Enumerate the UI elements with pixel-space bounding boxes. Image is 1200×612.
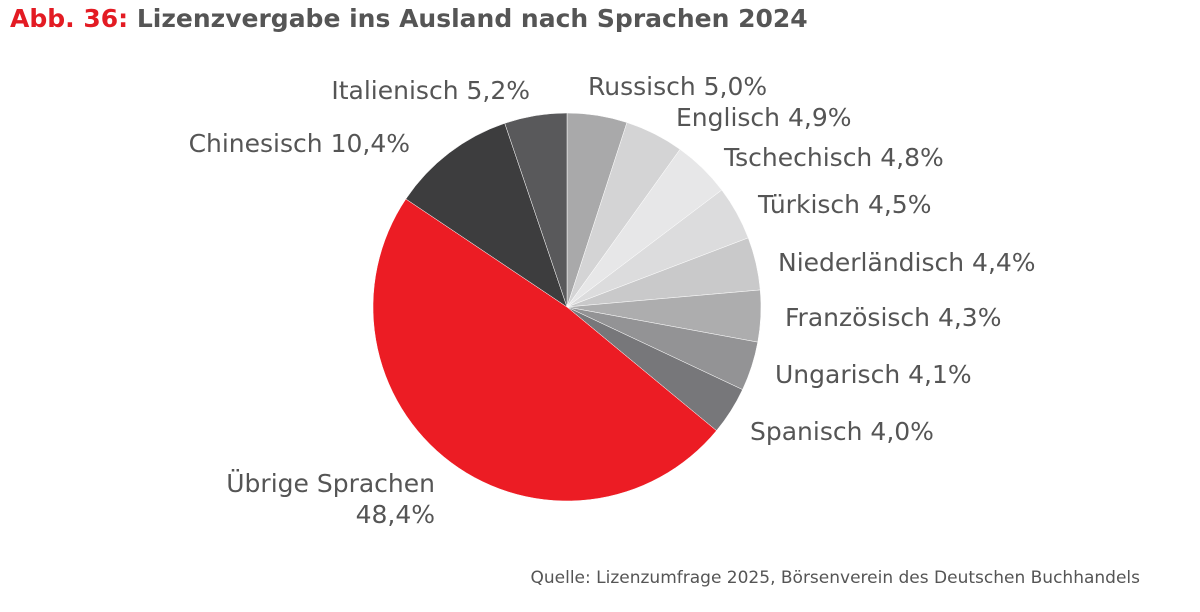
pie-labels: Russisch 5,0%Englisch 4,9% Tschechisch 4,… [189, 72, 1036, 529]
figure-title: Abb. 36: Lizenzvergabe ins Ausland nach … [10, 4, 808, 33]
data-label-russisch: Russisch 5,0% [588, 72, 767, 101]
data-label-ungarisch: Ungarisch 4,1% [775, 360, 972, 389]
data-label-englisch: Englisch 4,9% [676, 103, 851, 132]
data-label-spanisch: Spanisch 4,0% [750, 417, 934, 446]
data-label-niederlaendisch: Niederländisch 4,4% [778, 248, 1036, 277]
figure-title-text: Lizenzvergabe ins Ausland nach Sprachen … [136, 4, 808, 33]
pie-slice-chinesisch [405, 122, 568, 308]
data-label-chinesisch: Chinesisch 10,4% [189, 129, 410, 158]
pie-slice-italienisch [504, 112, 568, 308]
data-label-italienisch: Italienisch 5,2% [331, 76, 530, 105]
source-note: Quelle: Lizenzumfrage 2025, Börsenverein… [530, 568, 1141, 588]
pie-slices [372, 112, 762, 502]
data-label-tuerkisch: Türkisch 4,5% [757, 190, 931, 219]
pie-slice-uebrige-sprachen [372, 198, 717, 502]
data-label-tschechisch: Tschechisch 4,8% [723, 143, 944, 172]
data-label-franzoesisch: Französisch 4,3% [785, 303, 1001, 332]
figure-number: Abb. 36: [10, 4, 129, 33]
data-label-uebrige-sprachen: Übrige Sprachen 48,4% [226, 469, 435, 529]
